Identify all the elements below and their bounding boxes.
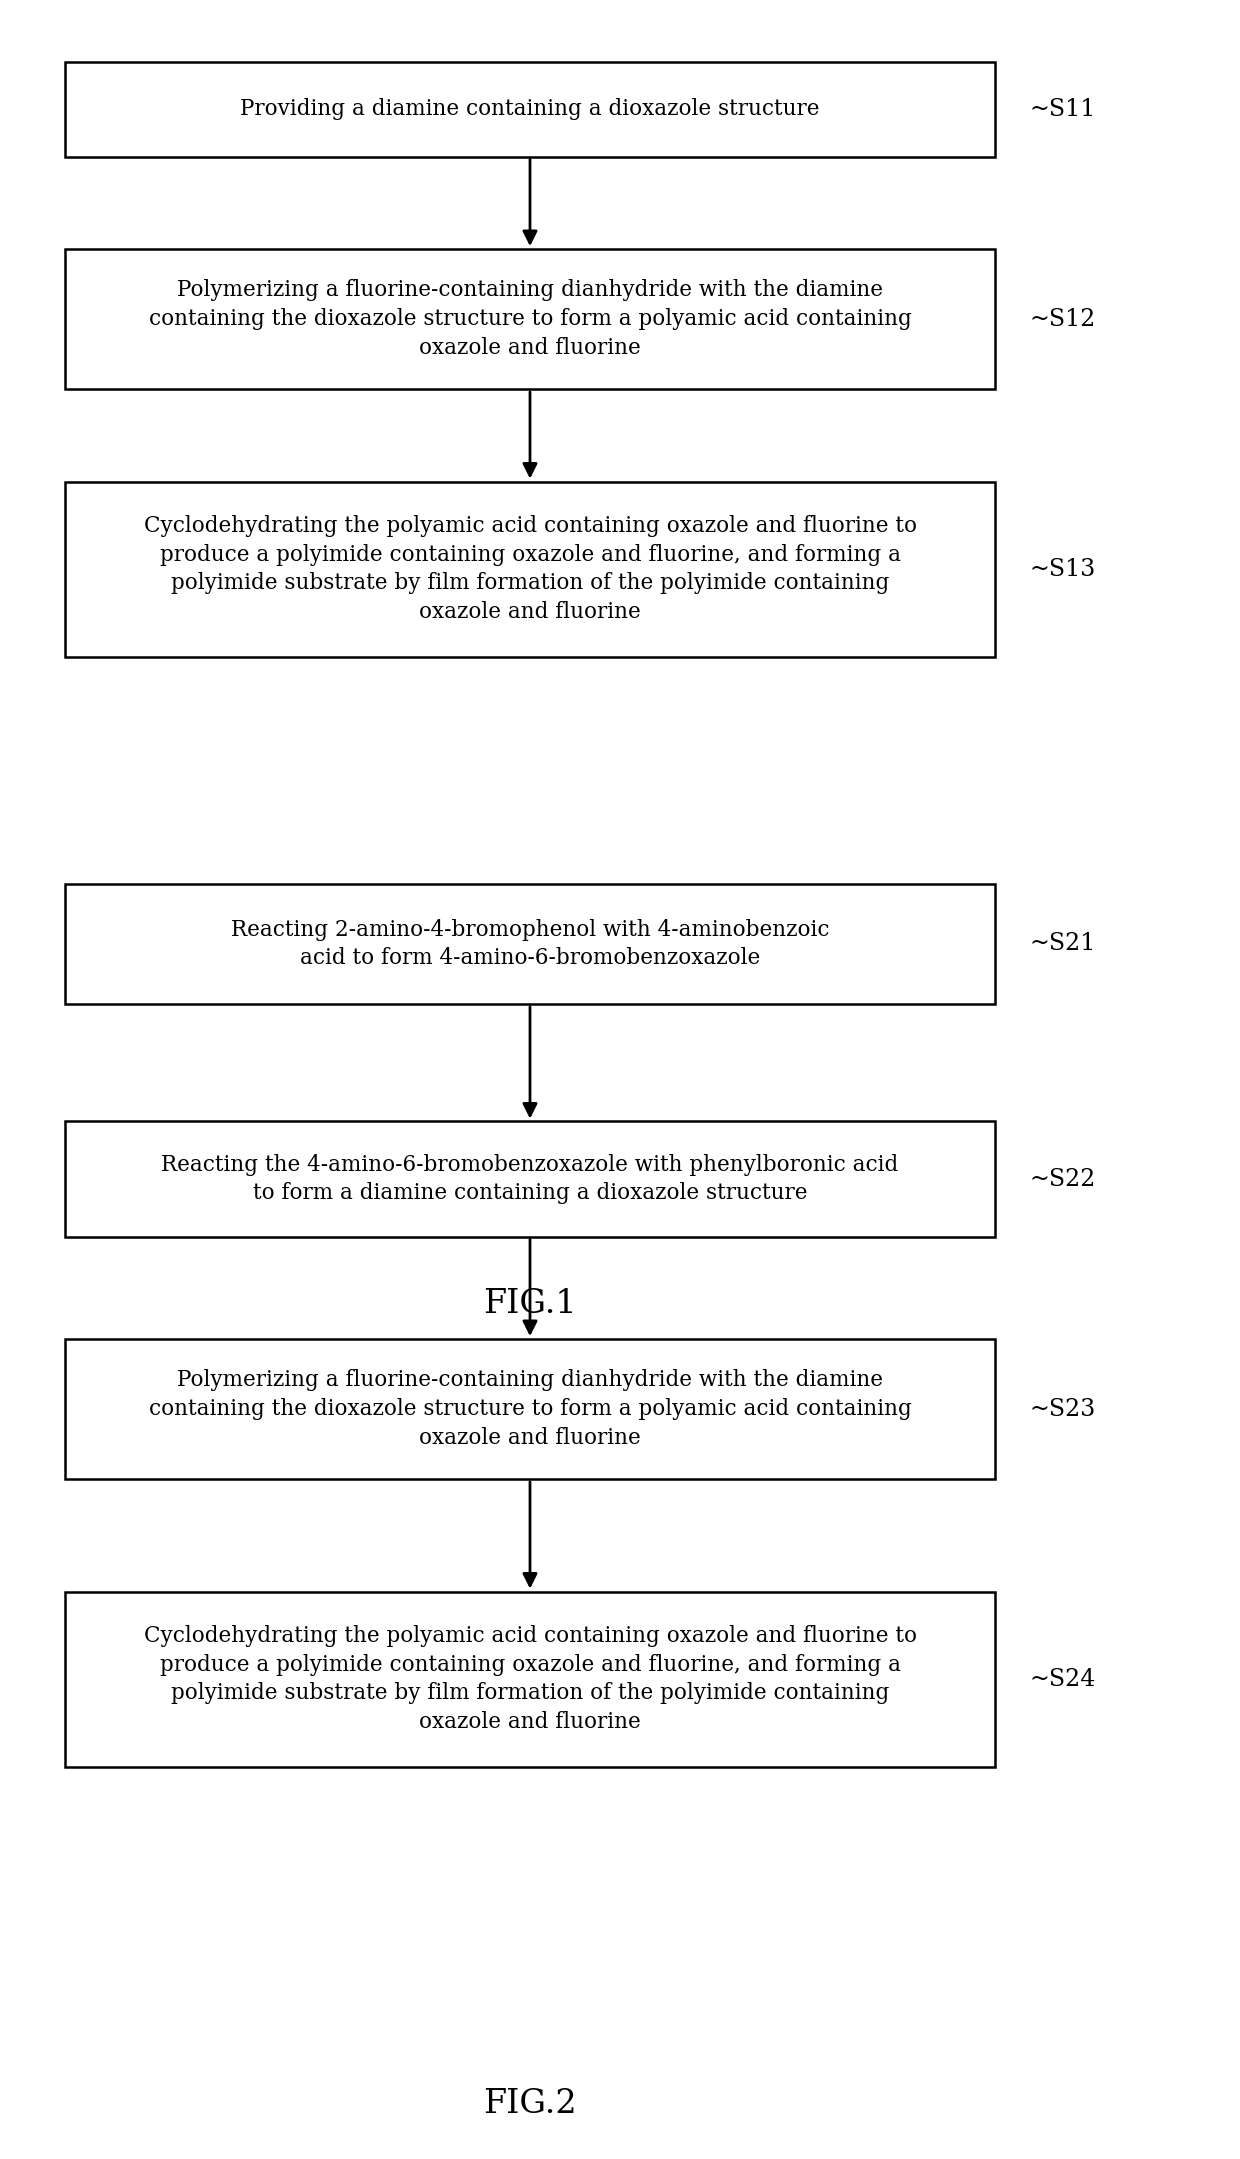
FancyBboxPatch shape — [64, 1591, 994, 1766]
Text: ~S23: ~S23 — [1030, 1397, 1096, 1421]
Text: ~S11: ~S11 — [1030, 97, 1096, 121]
Text: Polymerizing a fluorine-containing dianhydride with the diamine
containing the d: Polymerizing a fluorine-containing dianh… — [149, 279, 911, 358]
Text: ~S13: ~S13 — [1030, 557, 1096, 581]
Text: ~S24: ~S24 — [1030, 1667, 1096, 1690]
Text: ~S21: ~S21 — [1030, 933, 1096, 956]
Text: FIG.1: FIG.1 — [484, 1289, 577, 1319]
Text: ~S12: ~S12 — [1030, 307, 1096, 330]
FancyBboxPatch shape — [64, 883, 994, 1004]
FancyBboxPatch shape — [64, 1121, 994, 1237]
Text: Cyclodehydrating the polyamic acid containing oxazole and fluorine to
produce a : Cyclodehydrating the polyamic acid conta… — [144, 514, 916, 624]
FancyBboxPatch shape — [64, 248, 994, 389]
FancyBboxPatch shape — [64, 481, 994, 656]
Text: ~S22: ~S22 — [1030, 1168, 1096, 1190]
Text: Reacting the 4-amino-6-bromobenzoxazole with phenylboronic acid
to form a diamin: Reacting the 4-amino-6-bromobenzoxazole … — [161, 1153, 899, 1205]
Text: FIG.2: FIG.2 — [484, 2088, 577, 2120]
FancyBboxPatch shape — [64, 60, 994, 155]
Text: Reacting 2-amino-4-bromophenol with 4-aminobenzoic
acid to form 4-amino-6-bromob: Reacting 2-amino-4-bromophenol with 4-am… — [231, 918, 830, 969]
Text: Polymerizing a fluorine-containing dianhydride with the diamine
containing the d: Polymerizing a fluorine-containing dianh… — [149, 1369, 911, 1449]
Text: Providing a diamine containing a dioxazole structure: Providing a diamine containing a dioxazo… — [241, 97, 820, 121]
FancyBboxPatch shape — [64, 1339, 994, 1479]
Text: Cyclodehydrating the polyamic acid containing oxazole and fluorine to
produce a : Cyclodehydrating the polyamic acid conta… — [144, 1626, 916, 1734]
